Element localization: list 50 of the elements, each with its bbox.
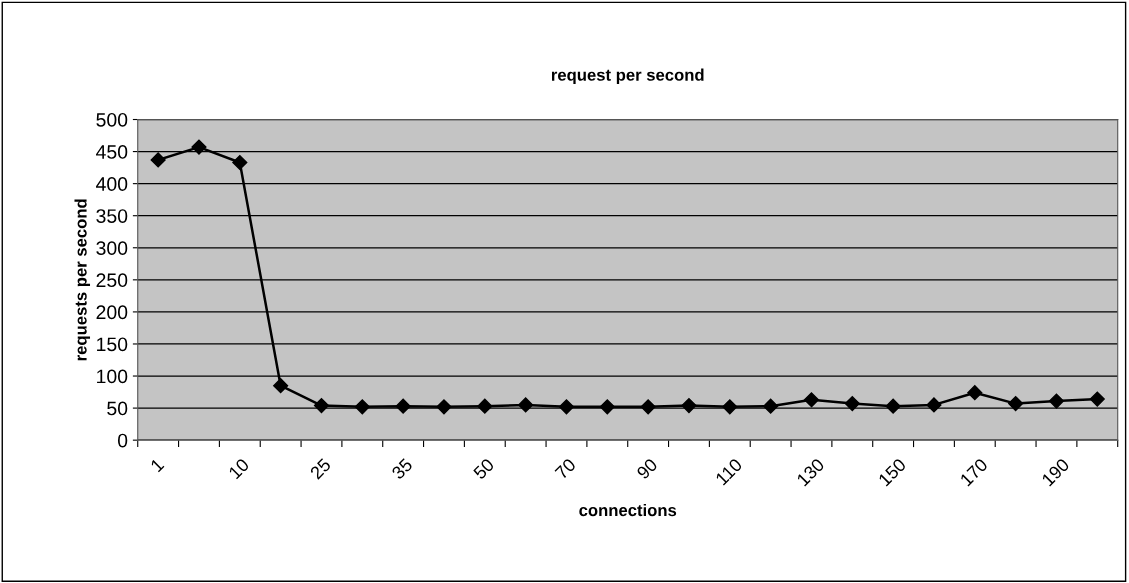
point <box>926 397 942 413</box>
y-tick-label: 150 <box>97 337 128 352</box>
point <box>313 397 330 414</box>
x-tick-label: 25 <box>309 457 332 480</box>
point <box>763 398 779 414</box>
y-tick-label: 400 <box>96 177 128 191</box>
x-tick-label: 150 <box>877 457 907 487</box>
point <box>558 399 575 415</box>
y-tick-label: 200 <box>96 305 128 320</box>
y-tick-label: 350 <box>96 209 128 223</box>
point <box>477 398 493 414</box>
point <box>436 399 452 415</box>
point <box>1008 396 1024 412</box>
x-tick-label: 35 <box>390 457 414 480</box>
point <box>967 385 983 401</box>
x-tick-label: 1 <box>150 457 165 473</box>
point <box>640 399 656 415</box>
point <box>273 378 289 394</box>
x-tick-label: 10 <box>228 457 250 480</box>
point <box>681 397 697 414</box>
x-tick-label: 130 <box>796 457 826 487</box>
x-tick-label: 90 <box>636 457 659 480</box>
point <box>844 396 860 412</box>
point <box>354 399 370 415</box>
point <box>395 398 411 414</box>
y-tick-label: 50 <box>107 401 128 416</box>
y-tick-label: 100 <box>97 369 128 384</box>
point <box>803 392 820 408</box>
point <box>599 399 615 415</box>
chart-title: request per second <box>551 68 704 85</box>
y-tick-label: 500 <box>96 112 128 127</box>
x-tick-label: 110 <box>714 457 743 486</box>
x-tick-label: 170 <box>959 457 989 487</box>
point <box>191 139 207 155</box>
point <box>518 397 534 413</box>
x-tick-label: 50 <box>472 457 495 480</box>
y-tick-label: 450 <box>96 145 128 159</box>
point <box>1089 391 1105 407</box>
x-tick-label: 190 <box>1041 457 1071 487</box>
y-tick-label: 300 <box>96 241 128 256</box>
point <box>232 154 248 171</box>
point <box>1048 393 1065 409</box>
point <box>885 398 901 414</box>
x-axis-title: connections <box>579 503 677 517</box>
y-tick-label: 250 <box>96 273 128 288</box>
y-axis-title: requests per second <box>74 199 91 361</box>
y-tick-label: 0 <box>117 433 128 448</box>
point <box>150 152 166 168</box>
x-tick-label: 70 <box>554 457 577 480</box>
point <box>722 399 738 415</box>
